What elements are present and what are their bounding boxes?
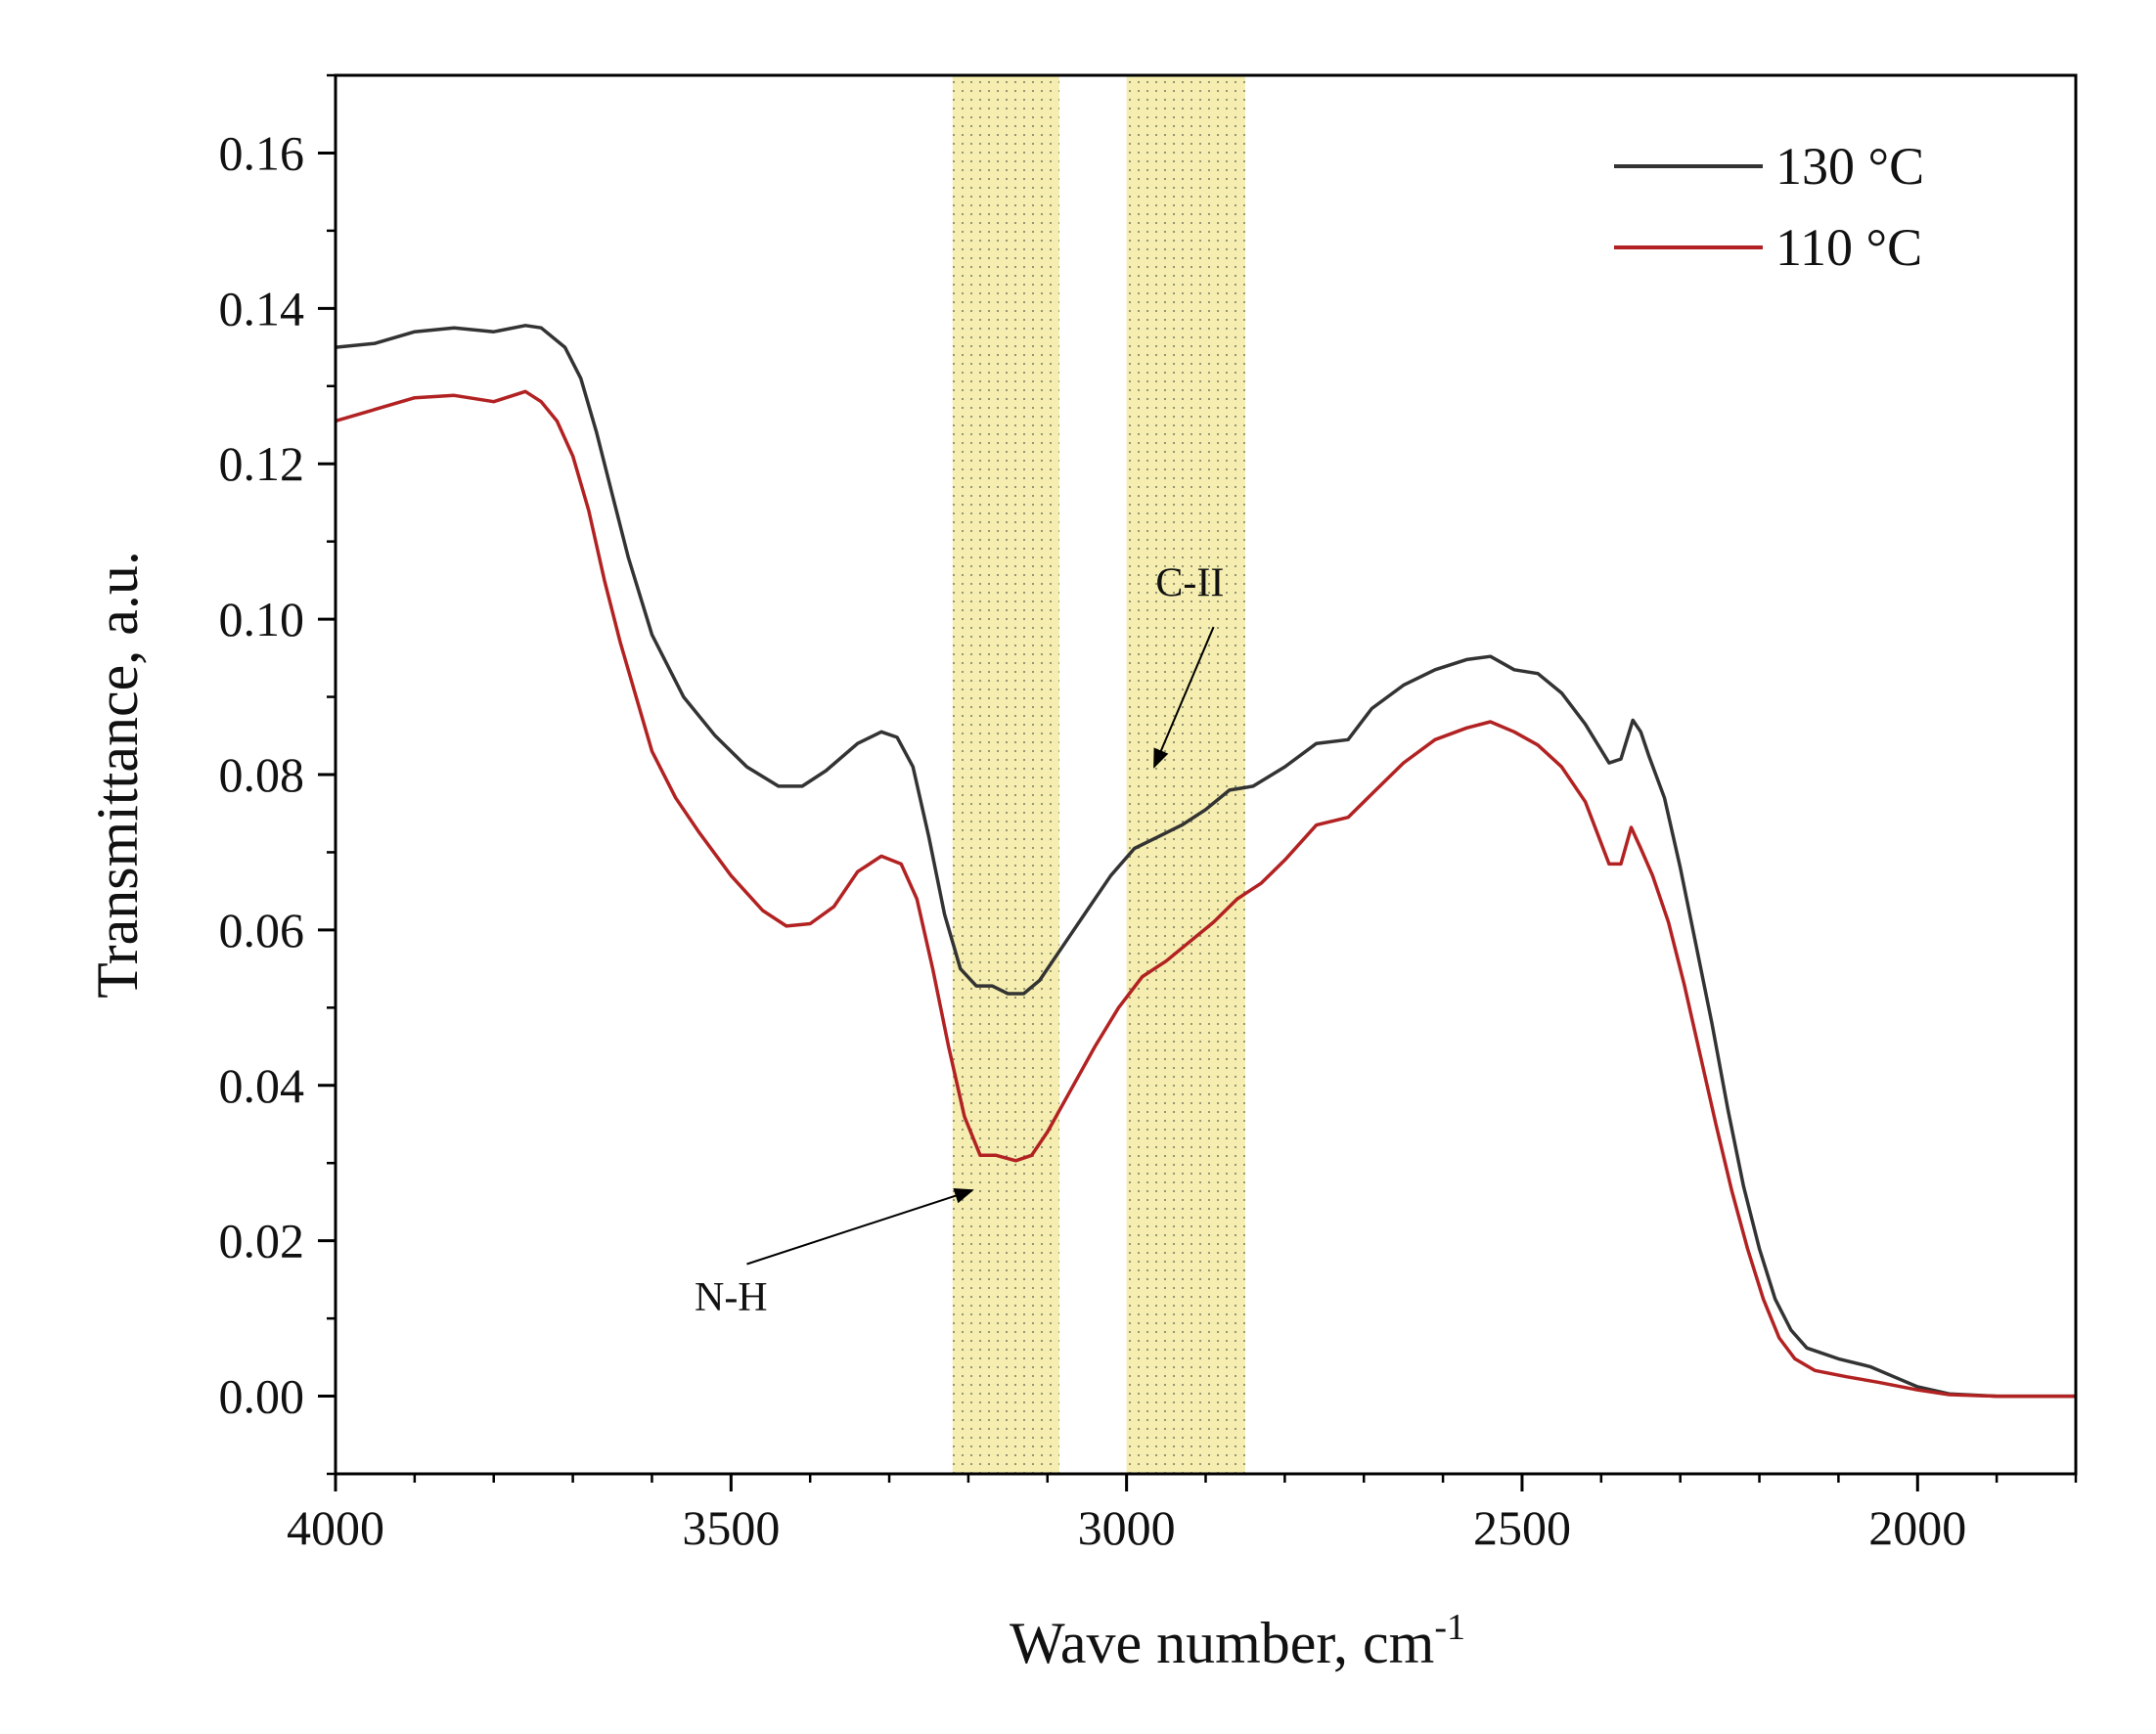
shaded-region-c-h-band-dots — [1126, 75, 1245, 1474]
x-tick-label: 3500 — [682, 1500, 780, 1555]
x-tick-label: 3000 — [1078, 1500, 1176, 1555]
y-tick-label: 0.12 — [219, 436, 305, 491]
y-tick-label: 0.08 — [219, 747, 305, 802]
legend: 130 °C 110 °C — [1614, 137, 1924, 277]
x-tick-label: 2000 — [1868, 1500, 1966, 1555]
annotation-n-h-label: N-H — [695, 1275, 768, 1320]
legend-label-110c: 110 °C — [1775, 218, 1922, 277]
x-axis-ticks: 4000 3500 3000 2500 2000 — [287, 1474, 2078, 1555]
x-tick-label: 2500 — [1473, 1500, 1571, 1555]
annotation-c-ii-label: C-II — [1155, 560, 1224, 605]
x-axis-title-main: Wave number, cm — [1010, 1611, 1434, 1675]
y-tick-label: 0.04 — [219, 1058, 305, 1113]
annotation-c-ii-arrow — [1153, 626, 1215, 769]
series-lines — [336, 324, 2076, 1399]
y-axis-ticks: 0.00 0.02 0.04 0.06 0.08 0.10 0.12 0.14 0.16 — [219, 73, 336, 1476]
y-tick-label: 0.10 — [219, 592, 305, 646]
series-line-110-c — [336, 389, 2076, 1399]
annotation-n-h-arrow — [746, 1188, 974, 1266]
x-tick-label: 4000 — [287, 1500, 384, 1555]
y-axis-title: Transmittance, a.u. — [85, 551, 150, 999]
series-line-130-c — [336, 324, 2076, 1399]
y-tick-label: 0.00 — [219, 1369, 305, 1424]
legend-label-130c: 130 °C — [1775, 137, 1924, 196]
shaded-regions — [952, 75, 1245, 1474]
y-tick-label: 0.16 — [219, 125, 305, 180]
y-tick-label: 0.02 — [219, 1214, 305, 1268]
annotations: N-H C-II — [695, 560, 1224, 1320]
y-tick-label: 0.06 — [219, 903, 305, 957]
x-axis-title: Wave number, cm-1 — [1010, 1607, 1465, 1675]
x-axis-title-superscript: -1 — [1434, 1607, 1465, 1648]
shaded-region-n-h-band-dots — [952, 75, 1059, 1474]
y-tick-label: 0.14 — [219, 281, 305, 335]
